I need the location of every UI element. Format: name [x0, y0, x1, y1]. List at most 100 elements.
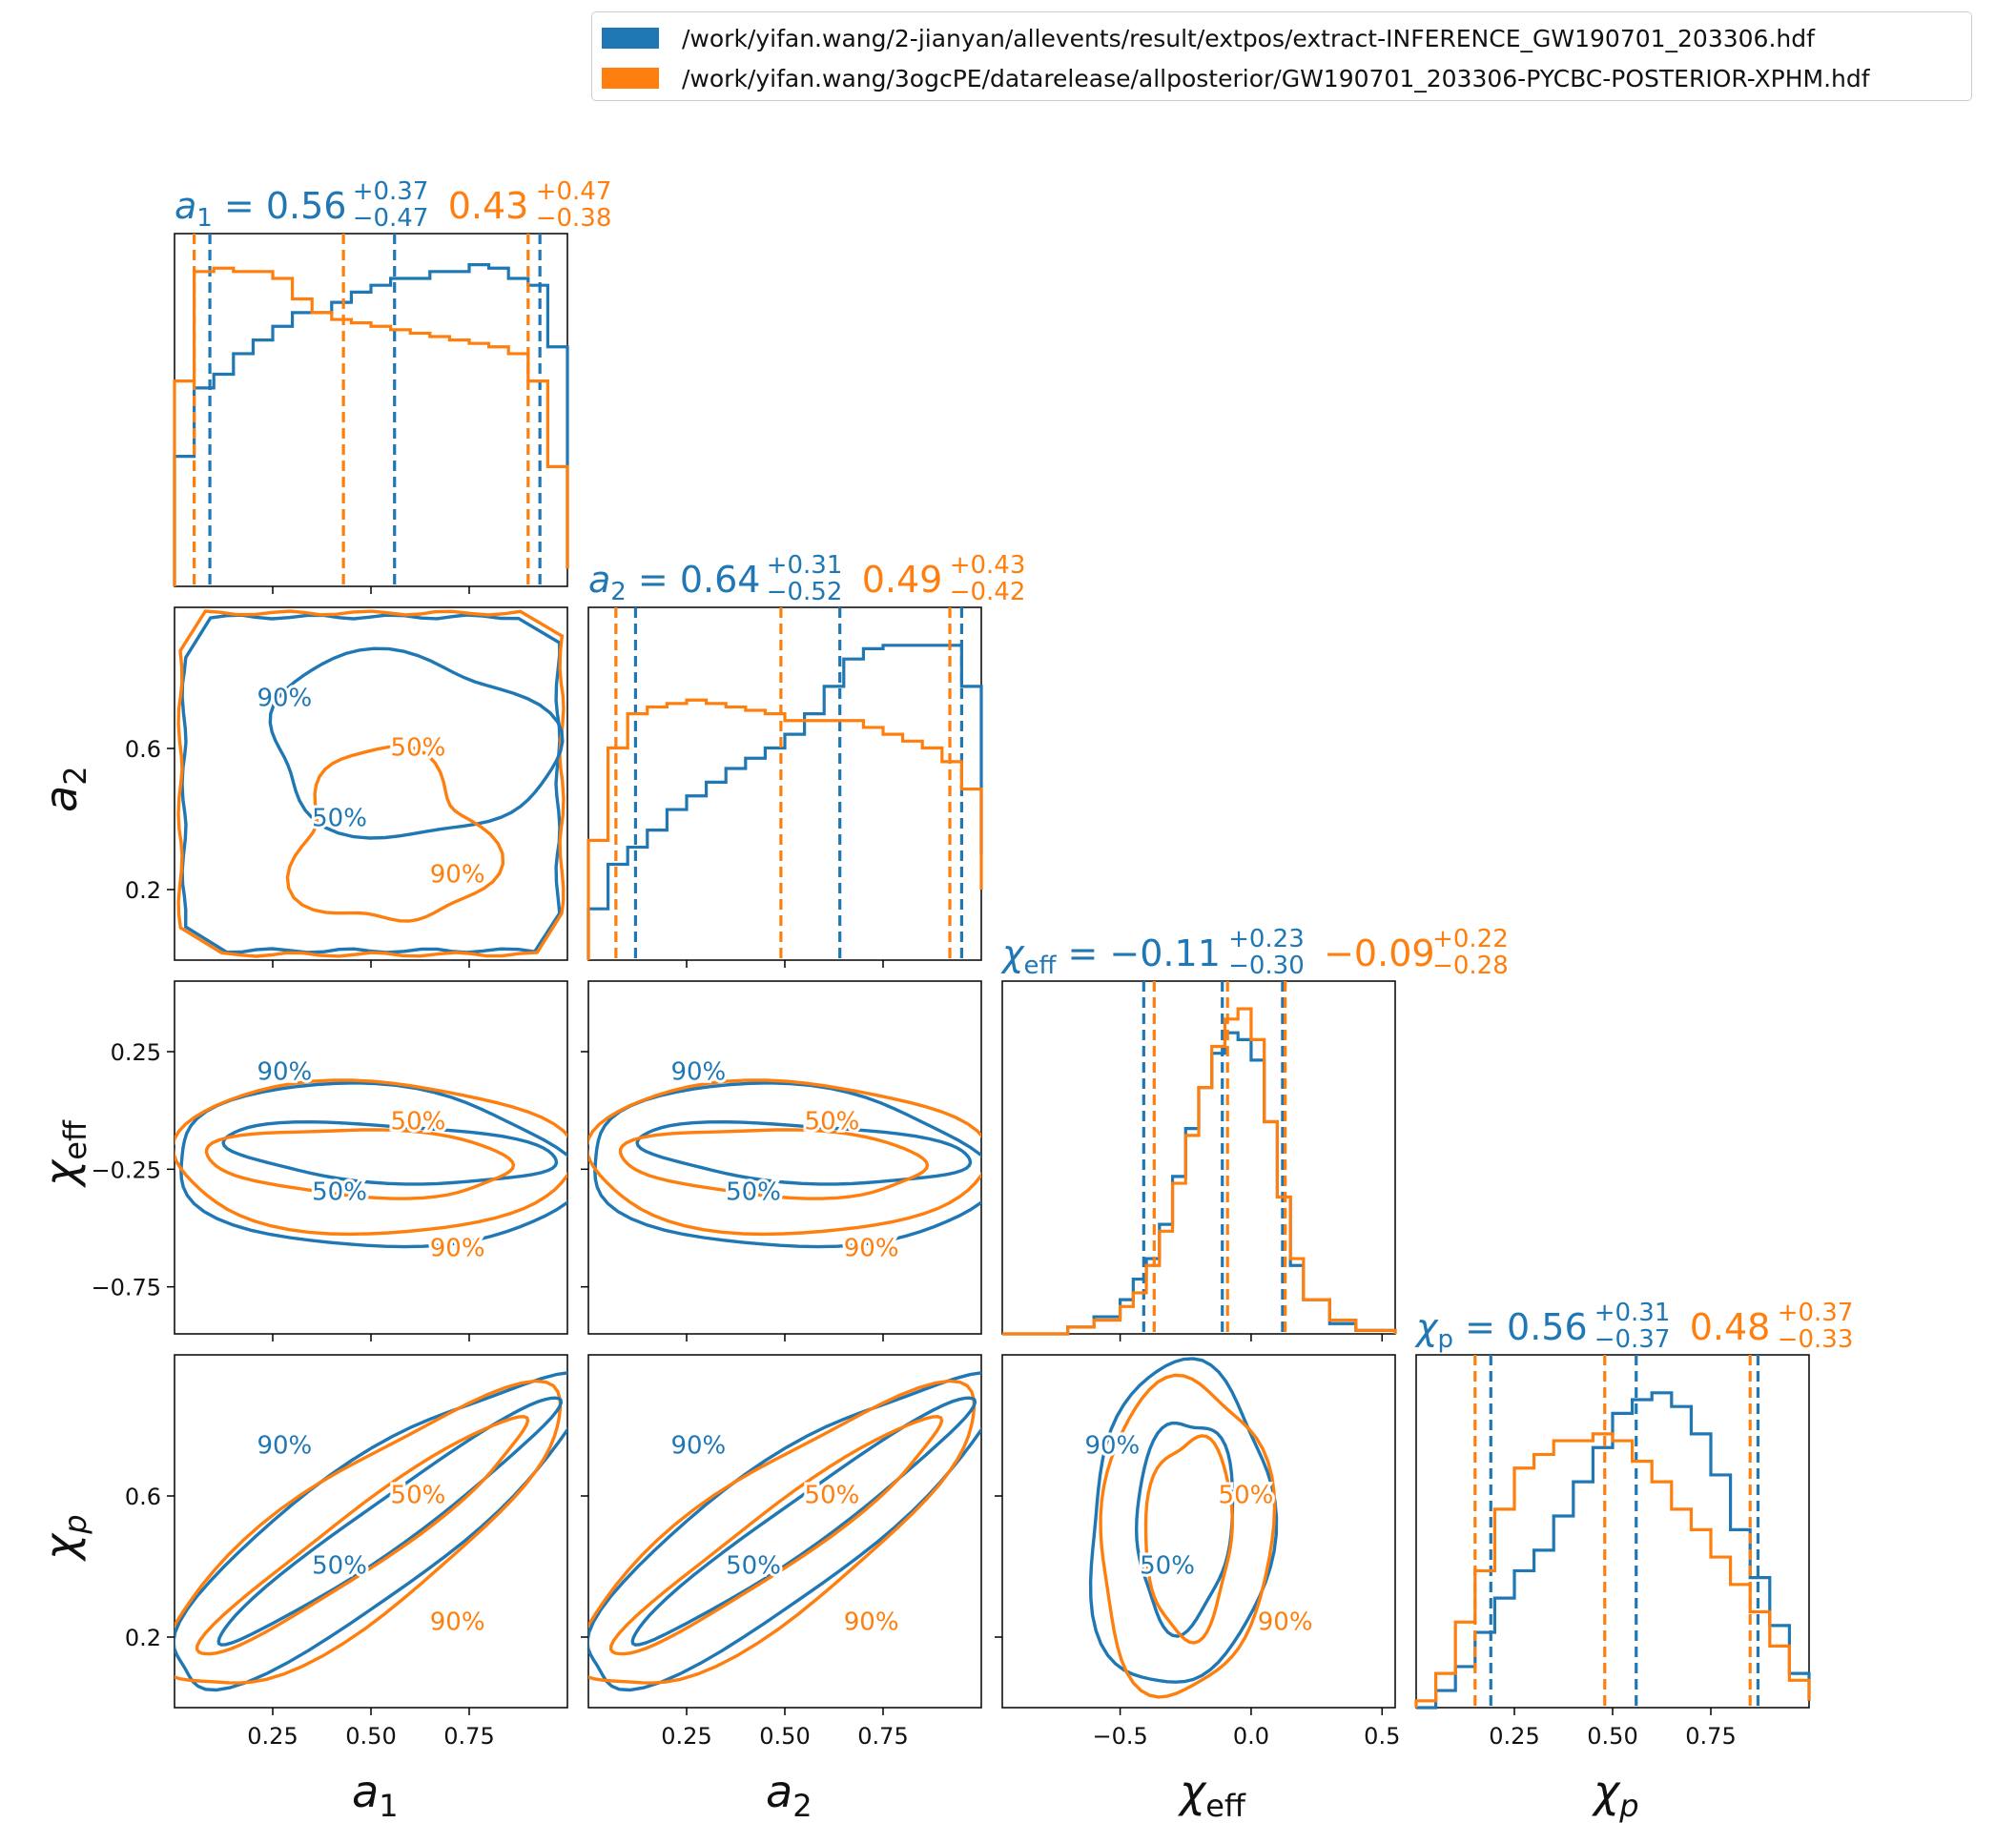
- y-tick-label: 0.6: [125, 736, 161, 763]
- y-tick-label: 0.2: [125, 877, 161, 904]
- contour-50-orange: [204, 1128, 516, 1200]
- legend: /work/yifan.wang/2-jianyan/allevents/res…: [591, 11, 1972, 101]
- contour-label-90-blue: 90%: [257, 1058, 312, 1087]
- title-plus-blue: +0.31: [1594, 1299, 1671, 1327]
- contour-label-90-orange: 90%: [1258, 1608, 1313, 1637]
- contour-90-orange: [175, 1078, 567, 1237]
- contour-90-orange: [1099, 1373, 1277, 1699]
- contour-label-50-blue: 50%: [312, 1178, 367, 1206]
- title-minus-orange: −0.42: [950, 578, 1026, 606]
- legend-entry-blue: /work/yifan.wang/2-jianyan/allevents/res…: [602, 21, 1815, 55]
- y-axis-label-a2: a2: [35, 766, 93, 812]
- panel-frame: [174, 1354, 568, 1709]
- legend-swatch-orange: [602, 68, 659, 89]
- y-tick-label: 0.25: [111, 1039, 161, 1066]
- panel-frame: [1001, 1354, 1396, 1709]
- contour-panel-a1-a2: 90% 50% 50% 90%: [174, 606, 568, 961]
- contour-label-90-blue: 90%: [670, 1058, 726, 1087]
- x-axis-label-chi_p: χp: [1591, 1766, 1639, 1823]
- contour-label-90-orange: 90%: [430, 1608, 485, 1637]
- title-minus-blue: −0.52: [767, 578, 843, 606]
- contour-50-blue: [1134, 1421, 1235, 1638]
- title-text-blue: a1 = 0.56: [175, 185, 346, 233]
- y-tick-label: −0.25: [91, 1157, 161, 1183]
- title-chi_eff: χeff = −0.11 +0.23−0.30 −0.09+0.22−0.28: [1000, 925, 1509, 980]
- title-plus-orange: +0.47: [536, 177, 612, 206]
- legend-entry-orange: /work/yifan.wang/3ogcPE/datarelease/allp…: [602, 61, 1870, 95]
- contour-50-orange: [1143, 1434, 1235, 1645]
- contour-panel-a1-chi_p: 90% 50% 50% 90%: [174, 1354, 568, 1709]
- contour-90-orange: [588, 1379, 977, 1685]
- contour-90-blue: [180, 613, 562, 954]
- x-tick-label: 0.75: [1685, 1723, 1736, 1750]
- contour-90-blue: [593, 1081, 981, 1249]
- histogram-blue: [1002, 1031, 1397, 1336]
- histogram-orange: [1002, 1007, 1397, 1336]
- contour-90-blue: [175, 1371, 567, 1692]
- title-text-blue: a2 = 0.64: [588, 559, 760, 606]
- title-text-blue: χeff = −0.11: [1000, 932, 1221, 980]
- histogram-orange: [586, 698, 983, 960]
- x-tick-label: 0.50: [759, 1723, 810, 1750]
- title-minus-orange: −0.28: [1432, 952, 1509, 980]
- x-axis-label-a1: a1: [352, 1766, 399, 1823]
- contour-label-50-orange: 50%: [391, 733, 446, 762]
- x-axis-label-chi_eff: χeff: [1177, 1766, 1246, 1823]
- legend-label-blue: /work/yifan.wang/2-jianyan/allevents/res…: [682, 24, 1815, 52]
- contour-label-90-blue: 90%: [670, 1432, 726, 1461]
- contour-50-blue: [635, 1119, 973, 1186]
- title-minus-blue: −0.30: [1228, 952, 1305, 980]
- legend-swatch-blue: [602, 28, 659, 49]
- contour-label-50-orange: 50%: [1219, 1481, 1274, 1509]
- contour-label-50-blue: 50%: [726, 1551, 781, 1580]
- contour-label-50-blue: 50%: [312, 1551, 367, 1580]
- contour-50-orange: [608, 1414, 944, 1656]
- title-text-orange: 0.49: [862, 559, 943, 601]
- contour-50-orange: [285, 744, 505, 923]
- x-tick-label: 0.50: [1587, 1723, 1637, 1750]
- x-tick-label: −0.5: [1092, 1723, 1147, 1750]
- title-plus-orange: +0.22: [1432, 925, 1509, 953]
- contour-panel-a2-chi_eff: 90% 50% 50% 90%: [587, 980, 982, 1335]
- title-plus-orange: +0.37: [1778, 1299, 1854, 1327]
- y-tick-label: −0.75: [91, 1275, 161, 1301]
- title-plus-orange: +0.43: [950, 551, 1026, 580]
- histogram-blue: [1416, 1391, 1811, 1710]
- contour-90-blue: [1088, 1357, 1279, 1684]
- title-text-orange: 0.43: [448, 185, 529, 227]
- contour-90-orange: [588, 1078, 981, 1237]
- x-tick-label: 0.25: [1489, 1723, 1539, 1750]
- contour-panel-chi_eff-chi_p: 90% 50% 50% 90%: [1001, 1354, 1396, 1709]
- x-tick-label: 0.25: [661, 1723, 711, 1750]
- y-tick-label: 0.6: [125, 1484, 161, 1510]
- contour-label-90-orange: 90%: [430, 1235, 485, 1263]
- contour-90-blue: [588, 1371, 981, 1692]
- title-minus-blue: −0.47: [353, 204, 429, 233]
- x-axis-label-a2: a2: [766, 1766, 813, 1823]
- contour-label-90-blue: 90%: [1084, 1432, 1140, 1461]
- y-tick-label: 0.2: [125, 1625, 161, 1651]
- histogram-blue: [173, 263, 569, 586]
- title-plus-blue: +0.23: [1228, 925, 1305, 953]
- x-tick-label: 0.50: [345, 1723, 396, 1750]
- marginal-a2: a2 = 0.64 +0.31−0.52 0.49 +0.43−0.42: [586, 551, 1025, 961]
- histogram-blue: [586, 644, 983, 960]
- title-minus-orange: −0.38: [536, 204, 612, 233]
- contour-90-orange: [175, 1379, 563, 1685]
- contour-label-50-blue: 50%: [726, 1178, 781, 1206]
- contour-50-orange: [195, 1414, 530, 1656]
- x-tick-label: 0.5: [1364, 1723, 1400, 1750]
- title-plus-blue: +0.37: [353, 177, 429, 206]
- x-tick-label: 0.0: [1233, 1723, 1269, 1750]
- title-a2: a2 = 0.64 +0.31−0.52 0.49 +0.43−0.42: [588, 551, 1025, 606]
- contour-label-50-orange: 50%: [391, 1107, 446, 1136]
- histogram-orange: [173, 266, 569, 586]
- contour-label-90-blue: 90%: [257, 1432, 312, 1461]
- title-text-orange: 0.48: [1690, 1306, 1771, 1348]
- contour-label-90-orange: 90%: [430, 861, 485, 890]
- contour-50-blue: [268, 646, 565, 840]
- marginal-chi_p: χp = 0.56 +0.31−0.37 0.48 +0.37−0.33: [1414, 1299, 1854, 1710]
- contour-label-50-blue: 50%: [312, 804, 367, 832]
- title-text-blue: χp = 0.56: [1414, 1306, 1588, 1354]
